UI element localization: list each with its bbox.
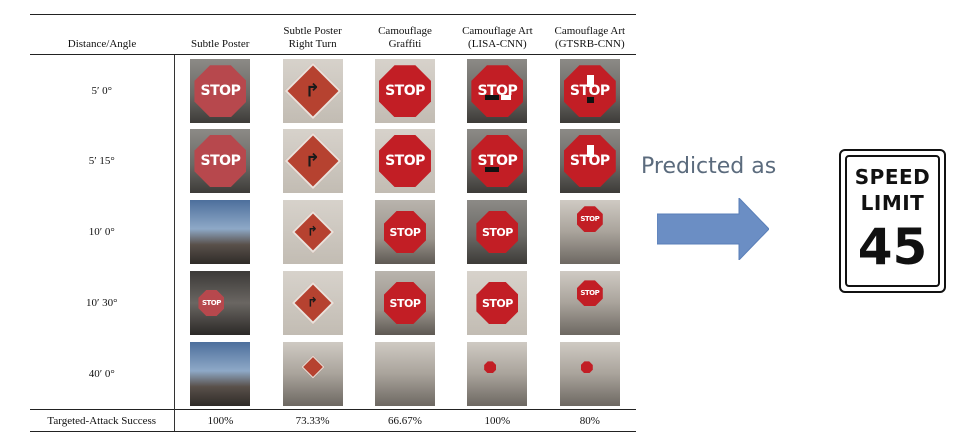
table-row: 40′ 0° <box>30 338 636 410</box>
subtle-poster-photo: STOP <box>190 129 251 193</box>
row-label: 10′ 30° <box>30 267 175 339</box>
stop-sign-icon: STOP <box>383 211 426 253</box>
header-subtle-poster: Subtle Poster <box>174 14 267 55</box>
stop-sign-icon: STOP <box>194 65 247 118</box>
sticker-patch <box>485 167 500 172</box>
stop-sign-icon: STOP <box>378 65 431 118</box>
success-value: 100% <box>451 409 544 432</box>
stop-sign-icon <box>580 361 593 374</box>
stop-sign-icon: STOP <box>198 290 225 316</box>
header-distance-angle: Distance/Angle <box>30 14 174 55</box>
camouflage-art-gtsrb-photo: STOP <box>559 200 620 264</box>
success-value: 73.33% <box>266 409 359 432</box>
stop-sign-icon: STOP <box>383 282 426 324</box>
header-camouflage-art-lisa: Camouflage Art (LISA-CNN) <box>451 14 544 55</box>
right-turn-poster-photo: ↱ <box>282 271 343 335</box>
success-label: Targeted-Attack Success <box>30 409 175 432</box>
camouflage-art-gtsrb-photo: STOP <box>559 59 620 124</box>
camouflage-graffiti-photo <box>374 341 435 406</box>
camouflage-art-lisa-photo: STOP <box>467 129 528 193</box>
row-label: 10′ 0° <box>30 196 175 268</box>
camouflage-art-lisa-photo <box>467 341 528 406</box>
camouflage-art-gtsrb-photo: STOP <box>559 129 620 193</box>
row-label: 5′ 0° <box>30 54 175 126</box>
speed-sign-line2: LIMIT <box>860 191 925 215</box>
turn-arrow-icon: ↱ <box>305 150 321 172</box>
camouflage-graffiti-photo: STOP <box>374 129 435 193</box>
sticker-patch <box>485 95 500 101</box>
turn-arrow-icon: ↱ <box>307 295 319 311</box>
camouflage-art-lisa-photo: STOP <box>467 200 528 264</box>
speed-limit-sign: SPEED LIMIT 45 <box>839 149 946 293</box>
stop-sign-icon: STOP <box>576 280 603 307</box>
header-camouflage-art-gtsrb: Camouflage Art (GTSRB-CNN) <box>543 14 636 55</box>
speed-sign-line1: SPEED <box>854 165 931 189</box>
sign-inner-border <box>845 155 940 287</box>
success-row: Targeted-Attack Success 100% 73.33% 66.6… <box>30 409 636 432</box>
subtle-poster-photo: STOP <box>190 59 251 124</box>
stop-sign-icon: STOP <box>476 282 519 324</box>
predicted-as-label: Predicted as <box>641 154 777 179</box>
right-turn-poster-photo: ↱ <box>282 129 343 193</box>
camouflage-art-gtsrb-photo <box>559 341 620 406</box>
camouflage-art-gtsrb-photo: STOP <box>559 271 620 335</box>
row-label: 5′ 15° <box>30 125 175 197</box>
subtle-poster-photo: STOP <box>190 271 251 335</box>
attack-results-table: Distance/Angle Subtle Poster Subtle Post… <box>30 14 636 432</box>
stop-sign-icon: STOP <box>378 135 431 187</box>
table-row: 10′ 30° STOP ↱ STOP <box>30 267 636 339</box>
camouflage-graffiti-photo: STOP <box>374 271 435 335</box>
success-value: 80% <box>543 409 636 432</box>
stop-sign-icon: STOP <box>576 206 603 233</box>
row-label: 40′ 0° <box>30 338 175 410</box>
camouflage-graffiti-photo: STOP <box>374 59 435 124</box>
table-header-row: Distance/Angle Subtle Poster Subtle Post… <box>30 14 636 55</box>
right-arrow-icon <box>657 198 769 260</box>
stop-sign-icon: STOP <box>476 211 519 253</box>
sticker-patch <box>586 75 594 88</box>
stop-sign-icon: STOP <box>471 135 524 187</box>
right-turn-poster-photo: ↱ <box>282 59 343 124</box>
success-value: 66.67% <box>358 409 452 432</box>
header-subtle-poster-right-turn: Subtle Poster Right Turn <box>266 14 359 55</box>
camouflage-art-lisa-photo: STOP <box>467 271 528 335</box>
right-turn-sign-icon <box>301 356 324 379</box>
table-row: 10′ 0° ↱ STOP STOP <box>30 196 636 268</box>
turn-arrow-icon: ↱ <box>305 80 321 102</box>
right-turn-poster-photo: ↱ <box>282 200 343 264</box>
stop-sign-icon <box>484 361 497 374</box>
subtle-poster-photo <box>190 200 251 264</box>
arrow-shape <box>657 198 769 260</box>
header-camouflage-graffiti: Camouflage Graffiti <box>358 14 452 55</box>
sticker-patch <box>586 97 594 104</box>
results-table-figure: Distance/Angle Subtle Poster Subtle Post… <box>30 14 636 434</box>
right-turn-poster-photo <box>282 341 343 406</box>
turn-arrow-icon: ↱ <box>307 224 319 240</box>
sticker-patch <box>586 145 594 157</box>
stop-sign-icon: STOP <box>471 65 524 118</box>
stop-sign-icon: STOP <box>194 135 247 187</box>
table-row: 5′ 15° STOP ↱ STOP <box>30 125 636 197</box>
stop-sign-icon: STOP <box>563 65 616 118</box>
table-row: 5′ 0° STOP ↱ STOP <box>30 54 636 126</box>
camouflage-graffiti-photo: STOP <box>374 200 435 264</box>
sticker-patch <box>501 95 512 101</box>
camouflage-art-lisa-photo: STOP <box>467 59 528 124</box>
stop-sign-icon: STOP <box>563 135 616 187</box>
subtle-poster-photo <box>190 341 251 406</box>
speed-sign-number: 45 <box>857 218 928 276</box>
success-value: 100% <box>174 409 267 432</box>
